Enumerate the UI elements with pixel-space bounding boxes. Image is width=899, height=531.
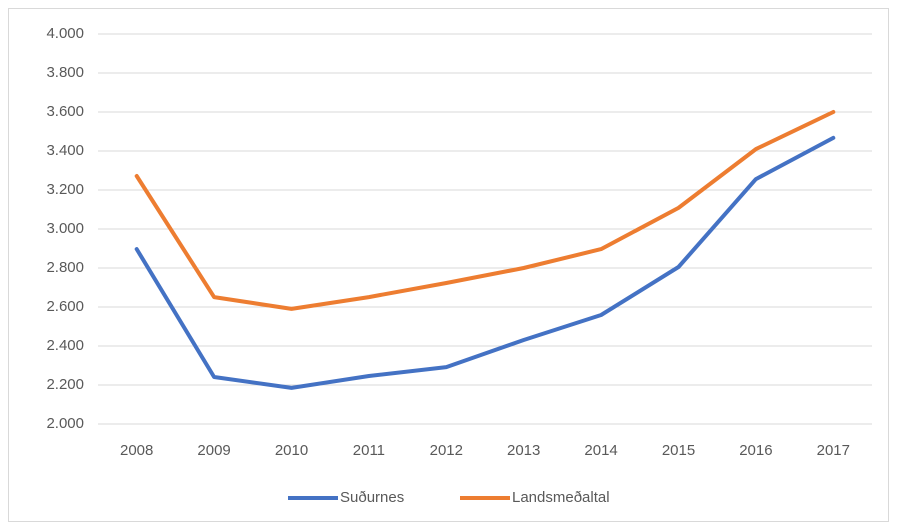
line-series [134, 135, 836, 390]
y-tick-label: 2.800 [46, 259, 84, 276]
x-tick-label: 2012 [430, 442, 463, 459]
y-tick-label: 3.600 [46, 103, 84, 120]
y-tick-label: 3.200 [46, 181, 84, 198]
x-tick-label: 2015 [662, 442, 695, 459]
x-tick-label: 2010 [275, 442, 308, 459]
x-tick-label: 2009 [197, 442, 230, 459]
y-tick-label: 3.400 [46, 142, 84, 159]
y-tick-label: 3.000 [46, 220, 84, 237]
y-tick-label: 2.200 [46, 376, 84, 393]
y-tick-label: 4.000 [46, 25, 84, 42]
y-tick-label: 3.800 [46, 64, 84, 81]
y-tick-label: 2.400 [46, 337, 84, 354]
legend-label: Suðurnes [340, 489, 404, 506]
x-tick-label: 2011 [353, 442, 385, 459]
x-tick-label: 2017 [817, 442, 850, 459]
y-tick-label: 2.000 [46, 415, 84, 432]
x-tick-label: 2014 [584, 442, 617, 459]
legend-label: Landsmeðaltal [512, 489, 610, 506]
line-series [134, 110, 836, 311]
x-tick-label: 2016 [739, 442, 772, 459]
x-tick-label: 2013 [507, 442, 540, 459]
y-tick-label: 2.600 [46, 298, 84, 315]
chart-border [8, 8, 889, 522]
x-tick-label: 2008 [120, 442, 153, 459]
